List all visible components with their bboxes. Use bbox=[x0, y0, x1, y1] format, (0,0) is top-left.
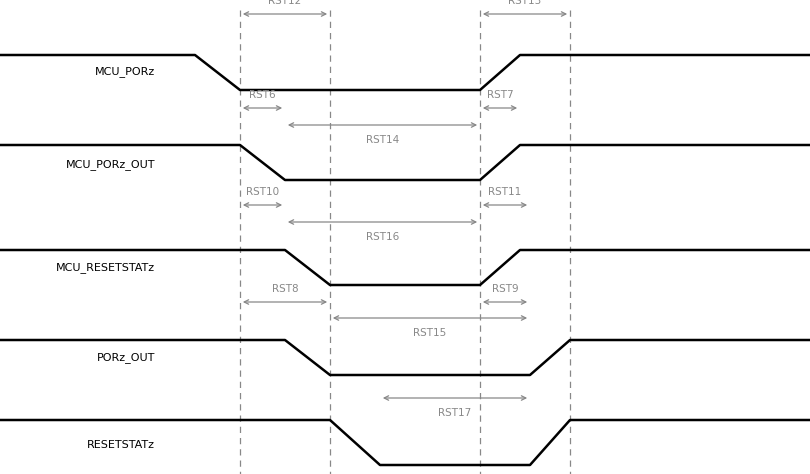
Text: RST7: RST7 bbox=[487, 90, 514, 100]
Text: MCU_RESETSTATz: MCU_RESETSTATz bbox=[56, 263, 155, 273]
Text: RST8: RST8 bbox=[271, 284, 298, 294]
Text: RST13: RST13 bbox=[509, 0, 542, 6]
Text: RST17: RST17 bbox=[438, 408, 471, 418]
Text: RST11: RST11 bbox=[488, 187, 522, 197]
Text: RST10: RST10 bbox=[246, 187, 279, 197]
Text: MCU_PORz_OUT: MCU_PORz_OUT bbox=[66, 160, 155, 171]
Text: RST16: RST16 bbox=[366, 232, 399, 242]
Text: RST12: RST12 bbox=[268, 0, 301, 6]
Text: RST15: RST15 bbox=[413, 328, 446, 338]
Text: RST14: RST14 bbox=[366, 135, 399, 145]
Text: MCU_PORz: MCU_PORz bbox=[95, 66, 155, 77]
Text: RST6: RST6 bbox=[249, 90, 276, 100]
Text: PORz_OUT: PORz_OUT bbox=[96, 353, 155, 364]
Text: RESETSTATz: RESETSTATz bbox=[87, 440, 155, 450]
Text: RST9: RST9 bbox=[492, 284, 518, 294]
